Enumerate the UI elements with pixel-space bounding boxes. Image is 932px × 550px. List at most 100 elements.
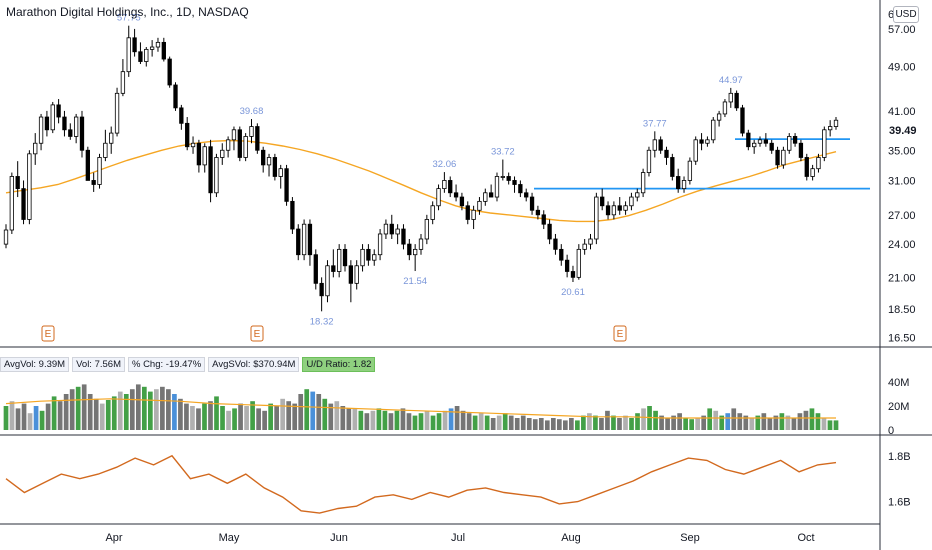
volume-bar — [671, 415, 676, 430]
candle-body — [114, 92, 120, 134]
candle-body — [477, 200, 482, 211]
price-axis-label: 35.00 — [888, 145, 916, 157]
volume-bar — [208, 401, 213, 430]
candle-body — [103, 142, 108, 158]
candle-body — [278, 168, 283, 177]
volume-bar — [400, 408, 406, 430]
price-axis-label: 16.50 — [888, 332, 916, 344]
earnings-marker — [250, 325, 264, 342]
volume-bar — [51, 396, 57, 430]
volume-bar — [665, 418, 670, 430]
volume-bar — [364, 413, 370, 430]
candle-body — [389, 223, 394, 235]
volume-bar — [376, 408, 382, 430]
candle-body — [56, 104, 61, 118]
volume-bar — [635, 413, 640, 430]
candle-body — [512, 180, 517, 185]
candle-body — [442, 180, 447, 190]
currency-button[interactable]: USD — [893, 6, 919, 23]
candle-body — [500, 176, 505, 178]
candle-body — [202, 146, 207, 166]
volume-bar — [9, 401, 15, 430]
candle-body — [185, 122, 190, 148]
candle-body — [611, 205, 617, 216]
candle-body — [792, 136, 798, 144]
volume-bar — [779, 413, 785, 430]
volume-bar — [238, 403, 243, 430]
candle-body — [342, 248, 348, 267]
candle-body — [664, 149, 669, 158]
chart-title: Marathon Digital Holdings, Inc., 1D, NAS… — [6, 5, 249, 19]
volume-bar — [388, 413, 394, 430]
candle-body — [290, 200, 295, 230]
candle-body — [3, 229, 9, 245]
volume-axis-label: 40M — [888, 377, 909, 389]
candle-body — [494, 176, 500, 198]
candle-body — [553, 238, 558, 250]
candle-body — [570, 271, 576, 278]
ratio-axis-label: 1.8B — [888, 451, 911, 463]
price-annotation: 20.61 — [561, 287, 585, 298]
volume-bar — [713, 410, 719, 430]
volume-bar — [743, 415, 749, 430]
earnings-label: E — [617, 329, 624, 340]
candle-body — [9, 176, 14, 231]
volume-bar — [749, 418, 755, 430]
time-axis-label: Sep — [680, 532, 700, 544]
candle-body — [348, 265, 354, 284]
earnings-label: E — [254, 329, 261, 340]
candle-body — [337, 248, 342, 272]
candle-body — [681, 180, 687, 190]
candle-body — [465, 205, 470, 220]
candle-body — [91, 180, 96, 185]
volume-bar — [587, 413, 592, 430]
candle-body — [360, 248, 365, 267]
candle-body — [50, 104, 55, 131]
volume-bar — [358, 410, 364, 430]
volume-bar — [3, 406, 9, 430]
volume-axis-label: 0 — [888, 425, 894, 437]
volume-bar — [496, 415, 502, 430]
candle-body — [413, 248, 418, 256]
candle-body — [44, 116, 50, 131]
candle-body — [453, 192, 459, 198]
candle-body — [38, 116, 44, 144]
candle-body — [722, 101, 728, 115]
volume-bar — [27, 413, 33, 430]
candle-body — [62, 116, 67, 131]
volume-bar — [677, 413, 682, 430]
volume-axis-label: 20M — [888, 401, 909, 413]
price-annotation: 21.54 — [403, 276, 427, 287]
candle-body — [284, 168, 289, 202]
candle-body — [377, 233, 383, 256]
candle-body — [676, 176, 681, 190]
volume-bar — [250, 401, 255, 430]
volume-bar — [791, 418, 797, 430]
candle-body — [693, 139, 698, 162]
volume-bar — [815, 413, 821, 430]
volume-bar — [81, 384, 87, 430]
volume-bar — [520, 415, 526, 430]
volume-bar — [214, 396, 219, 430]
candle-body — [787, 136, 792, 151]
volume-bar — [611, 415, 616, 430]
candle-body — [652, 139, 657, 151]
candle-body — [231, 129, 237, 141]
volume-bar — [274, 406, 279, 430]
volume-bar — [304, 389, 310, 430]
volume-bar — [310, 391, 316, 430]
candle-body — [623, 205, 628, 211]
ad-line — [5, 454, 837, 514]
volume-bar — [719, 415, 725, 430]
price-annotation: 32.06 — [432, 159, 456, 170]
volume-bar — [57, 401, 63, 430]
candle-body — [266, 157, 272, 166]
candle-body — [605, 205, 611, 216]
volume-bar — [220, 406, 225, 430]
price-axis-label: 24.00 — [888, 239, 916, 251]
volume-bar — [424, 410, 430, 430]
volume-bar — [298, 394, 304, 430]
ratio-axis-label: 1.6B — [888, 497, 911, 509]
volume-bar — [256, 408, 261, 430]
